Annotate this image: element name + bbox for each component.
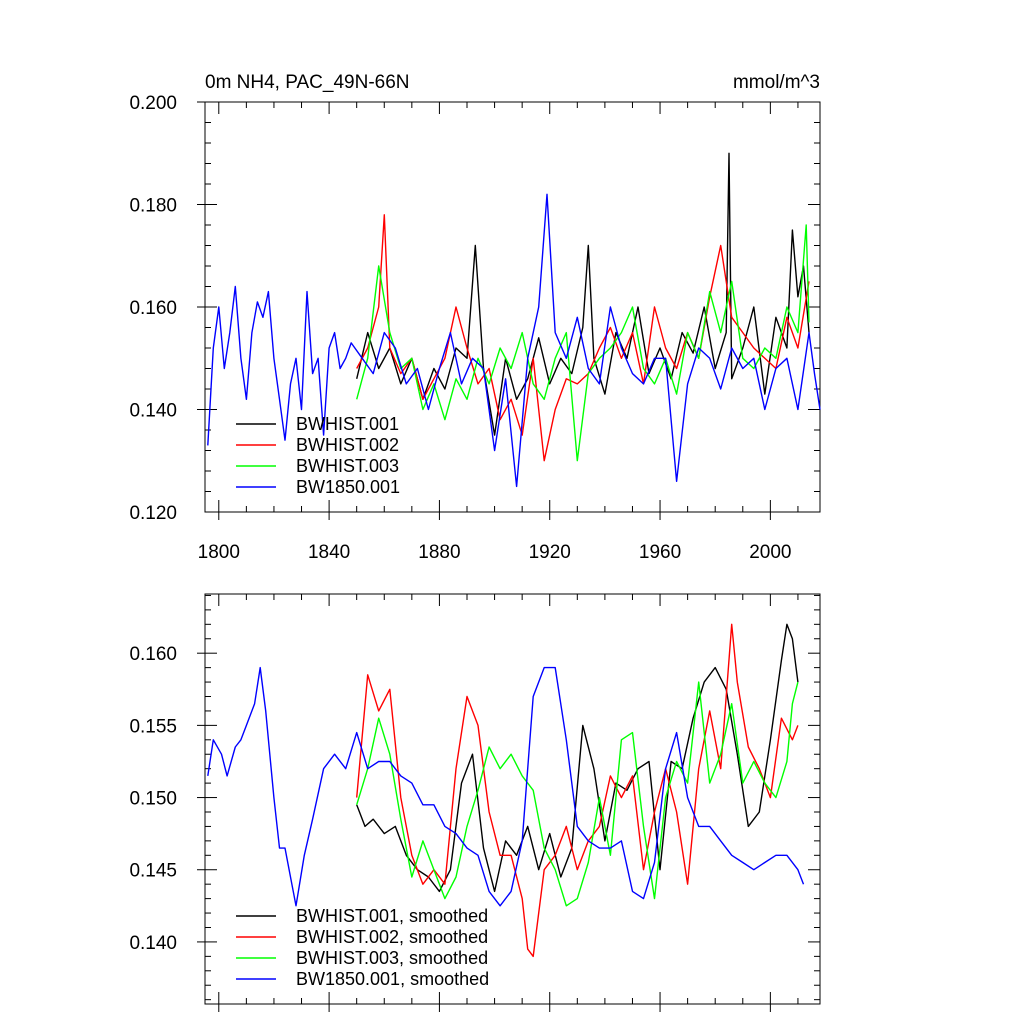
top-legend-label: BWHIST.003 bbox=[296, 456, 399, 476]
top-legend-label: BW1850.001 bbox=[296, 477, 400, 497]
bottom-legend-label: BWHIST.003, smoothed bbox=[296, 948, 488, 968]
top-chart-units: mmol/m^3 bbox=[733, 72, 820, 93]
bottom-y-tick-label: 0.160 bbox=[129, 644, 177, 665]
top-y-tick-label: 0.160 bbox=[129, 298, 177, 319]
bottom-series-line-4 bbox=[207, 666, 805, 907]
top-series-line-2 bbox=[356, 214, 810, 462]
top-x-tick-label: 1880 bbox=[418, 542, 460, 563]
bottom-y-tick-label: 0.155 bbox=[129, 716, 177, 737]
bottom-y-tick-label: 0.150 bbox=[129, 789, 177, 810]
bottom-y-tick-label: 0.140 bbox=[129, 933, 177, 954]
bottom-legend-label: BWHIST.002, smoothed bbox=[296, 927, 488, 947]
top-x-tick-label: 1960 bbox=[639, 542, 681, 563]
top-x-tick-label: 1840 bbox=[308, 542, 350, 563]
top-series-lines bbox=[207, 152, 821, 488]
bottom-plot-frame bbox=[204, 593, 821, 1005]
top-legend-label: BWHIST.001 bbox=[296, 414, 399, 434]
top-series-line-4 bbox=[207, 193, 821, 488]
bottom-axes: 0.140 0.145 0.150 0.155 0.160 bbox=[129, 594, 820, 1012]
bottom-series-line-3 bbox=[356, 681, 799, 907]
top-chart-title: 0m NH4, PAC_49N-66N bbox=[205, 72, 410, 93]
top-x-tick-label: 1920 bbox=[529, 542, 571, 563]
top-series-line-1 bbox=[356, 152, 810, 436]
bottom-legend-label: BW1850.001, smoothed bbox=[296, 969, 489, 989]
top-axes: 1800 1840 1880 1920 1960 2000 0.120 0.140 0.160 0… bbox=[129, 93, 820, 563]
top-y-tick-label: 0.140 bbox=[129, 401, 177, 422]
bottom-y-tick-label: 0.145 bbox=[129, 861, 177, 882]
bottom-legend-label: BWHIST.001, smoothed bbox=[296, 906, 488, 926]
top-legend-label: BWHIST.002 bbox=[296, 435, 399, 455]
bottom-series-lines bbox=[207, 623, 805, 958]
top-x-tick-label: 1800 bbox=[198, 542, 240, 563]
top-series-line-3 bbox=[356, 224, 810, 462]
top-y-tick-label: 0.120 bbox=[129, 503, 177, 524]
top-y-tick-label: 0.200 bbox=[129, 93, 177, 114]
top-y-tick-label: 0.180 bbox=[129, 196, 177, 217]
top-x-tick-label: 2000 bbox=[749, 542, 791, 563]
